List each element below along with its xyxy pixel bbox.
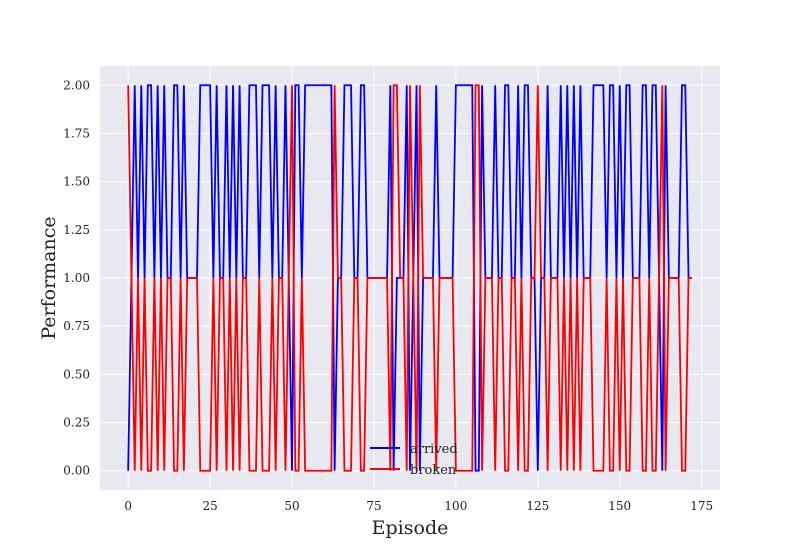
- y-tick-label: 0.25: [63, 416, 90, 430]
- x-tick-label: 125: [526, 499, 549, 513]
- y-tick-label: 1.50: [63, 175, 90, 189]
- y-tick-label: 0.50: [63, 367, 90, 381]
- y-tick-label: 0.75: [63, 319, 90, 333]
- legend-label-arrived: arrived: [410, 442, 458, 457]
- x-tick-label: 175: [690, 499, 713, 513]
- y-tick-label: 1.75: [63, 126, 90, 140]
- x-tick-label: 50: [284, 499, 299, 513]
- series-line-broken: [127, 84, 692, 472]
- y-tick-label: 1.25: [63, 223, 90, 237]
- y-axis-ticks: 0.00 0.25 0.50 0.75 1.00 1.25 1.50 1.75 2.00: [63, 78, 90, 477]
- x-tick-label: 25: [202, 499, 217, 513]
- x-tick-label: 75: [366, 499, 381, 513]
- legend-label-broken: broken: [410, 463, 457, 478]
- y-axis-label: Performance: [38, 216, 60, 339]
- y-tick-label: 1.00: [63, 271, 90, 285]
- x-axis-label: Episode: [372, 517, 449, 539]
- y-tick-label: 2.00: [63, 78, 90, 92]
- x-axis-ticks: 0 25 50 75 100 125 150 175: [124, 499, 713, 513]
- legend: arrived broken: [370, 442, 458, 478]
- series-lines: [127, 84, 692, 472]
- x-tick-label: 150: [608, 499, 631, 513]
- x-tick-label: 0: [124, 499, 132, 513]
- x-tick-label: 100: [444, 499, 467, 513]
- y-tick-label: 0.00: [63, 464, 90, 478]
